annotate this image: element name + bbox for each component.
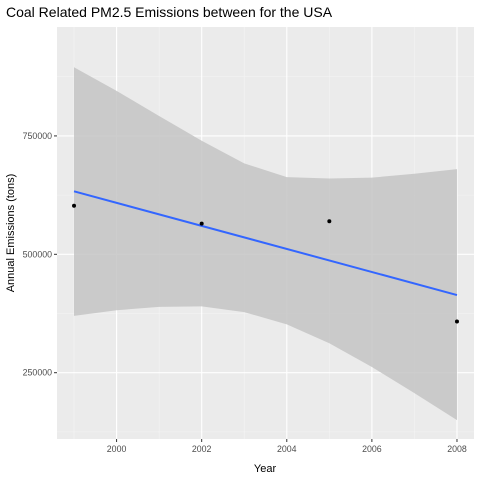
x-tick-label: 2006 [362,444,382,454]
x-axis-title: Year [254,463,277,475]
regression-line [73,190,458,297]
y-tick-label: 500000 [23,249,52,259]
data-point [199,221,204,226]
x-tick-label: 2008 [447,444,467,454]
y-axis: 250000 500000 750000 [23,131,57,378]
y-tick-label: 750000 [23,131,52,141]
x-tick-label: 2004 [277,444,297,454]
chart-title: Coal Related PM2.5 Emissions between for… [6,4,333,20]
data-points [72,203,459,324]
y-axis-title: Annual Emissions (tons) [5,174,17,293]
x-tick-label: 2002 [192,444,212,454]
data-point [327,219,332,224]
data-point [454,319,459,324]
data-point [72,203,77,208]
x-tick-label: 2000 [107,444,127,454]
y-tick-label: 250000 [23,368,52,378]
x-axis: 2000 2002 2004 2006 2008 [107,439,467,454]
